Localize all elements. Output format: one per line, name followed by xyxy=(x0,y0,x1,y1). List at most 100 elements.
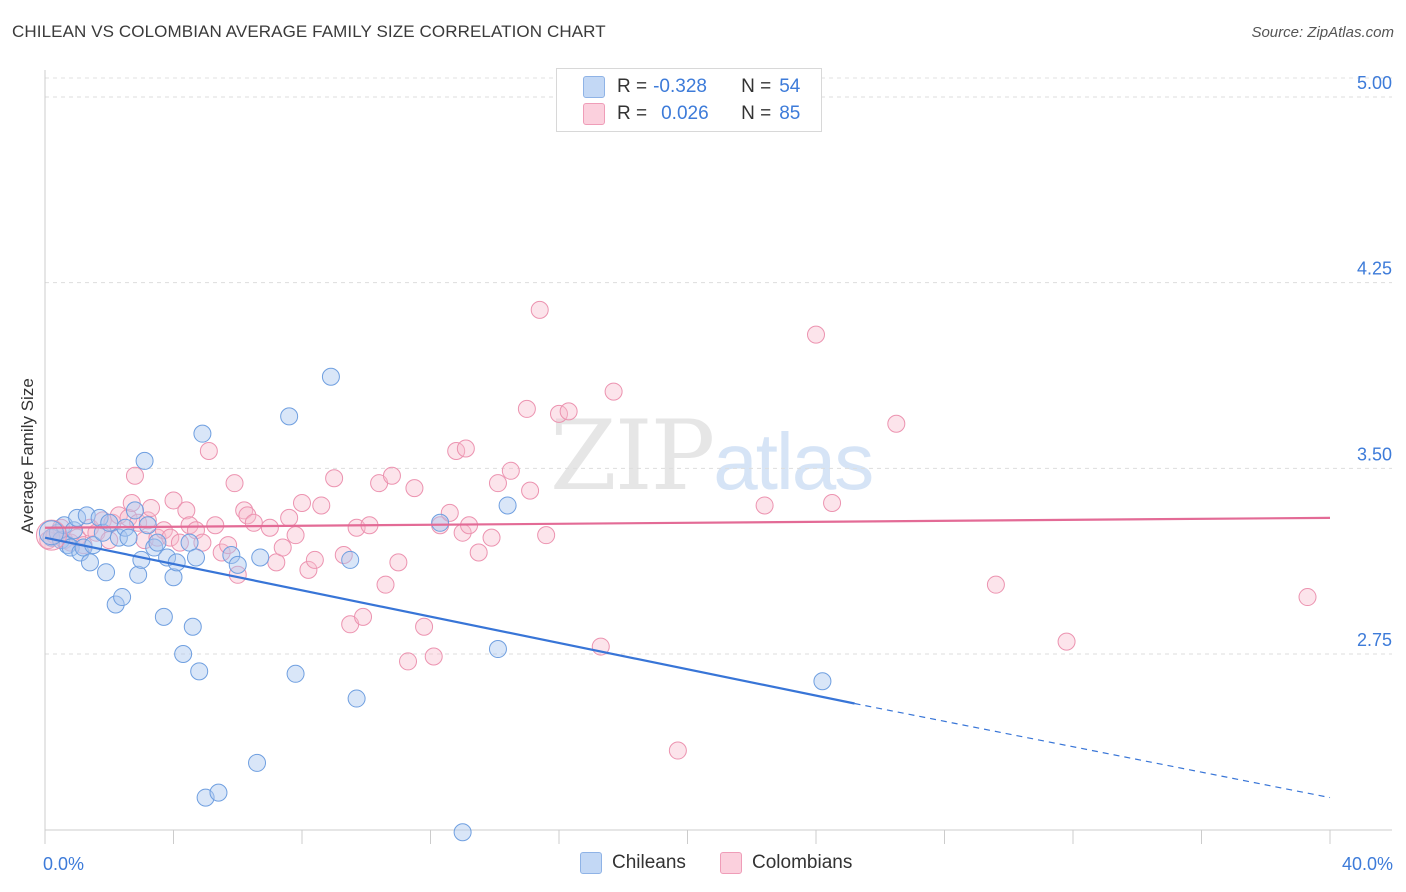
colombian-point xyxy=(199,442,218,461)
colombian-point xyxy=(517,399,536,418)
colombian-point xyxy=(469,543,488,562)
chilean-point xyxy=(113,588,132,607)
colombian-point xyxy=(823,493,842,512)
colombian-point xyxy=(415,617,434,636)
x-tick-label-min: 0.0% xyxy=(43,854,84,874)
colombian-point xyxy=(488,474,507,493)
legend-n-value: 54 xyxy=(779,76,801,97)
colombian-point xyxy=(521,481,540,500)
y-axis-label: Average Family Size xyxy=(18,378,37,534)
colombian-point xyxy=(206,516,225,535)
colombian-point xyxy=(142,498,161,517)
chilean-point xyxy=(119,528,138,547)
colombian-point xyxy=(193,533,212,552)
colombian-point xyxy=(305,550,324,569)
colombian-point xyxy=(267,553,286,572)
legend-item-chileans: Chileans xyxy=(580,852,686,874)
legend-row-chileans: R = -0.328 N = 54 xyxy=(557,74,800,100)
chilean-point xyxy=(813,672,832,691)
chilean-point xyxy=(248,753,267,772)
colombian-point xyxy=(244,513,263,532)
chilean-point xyxy=(488,640,507,659)
colombian-point xyxy=(219,536,238,555)
chilean-point xyxy=(93,523,112,542)
colombian-point xyxy=(807,325,825,344)
chilean-point xyxy=(222,545,241,564)
colombian-point xyxy=(148,528,167,547)
colombian-point xyxy=(440,503,459,522)
colombian-point xyxy=(238,506,257,525)
colombian-point xyxy=(382,466,401,485)
chilean-point xyxy=(106,595,125,614)
chileans-swatch xyxy=(583,76,605,98)
chilean-point xyxy=(129,565,148,584)
legend-item-colombians: Colombians xyxy=(720,852,852,874)
colombian-point xyxy=(170,533,189,552)
colombian-point xyxy=(1298,588,1317,607)
legend-label-chileans: Chileans xyxy=(612,852,686,873)
chilean-point xyxy=(209,783,228,802)
chilean-point xyxy=(145,538,164,557)
legend-r-label: R = xyxy=(617,103,648,124)
correlation-legend: R = -0.328 N = 54 R = 0.026 N = 85 xyxy=(556,68,822,132)
chilean-point xyxy=(80,553,99,572)
y-tick-label: 3.50 xyxy=(1357,444,1392,464)
watermark-zip: ZIP xyxy=(550,400,715,512)
chilean-point xyxy=(321,367,340,386)
chileans-swatch xyxy=(580,852,602,874)
watermark: ZIPatlas xyxy=(550,400,874,512)
y-tick-label: 5.00 xyxy=(1357,73,1392,93)
colombian-point xyxy=(399,652,418,671)
y-tick-label: 2.75 xyxy=(1357,630,1392,650)
colombian-trend-line xyxy=(44,516,1331,529)
colombian-point xyxy=(668,741,687,760)
colombian-point xyxy=(755,496,774,515)
colombian-point xyxy=(225,474,244,493)
chilean-point xyxy=(109,528,128,547)
chilean-trend-line xyxy=(44,536,855,705)
y-tick-label: 4.25 xyxy=(1357,259,1392,279)
colombian-point xyxy=(273,538,292,557)
chilean-point xyxy=(132,550,151,569)
chilean-point xyxy=(154,607,173,626)
chilean-point xyxy=(125,501,144,520)
legend-r-value: -0.328 xyxy=(653,76,707,97)
colombian-point xyxy=(164,491,183,510)
series-legend: Chileans Colombians xyxy=(0,852,1406,878)
chilean-point xyxy=(180,533,199,552)
legend-r-label: R = xyxy=(617,76,648,97)
chilean-point xyxy=(190,662,209,681)
chilean-point xyxy=(135,451,154,470)
colombian-point xyxy=(354,607,373,626)
colombian-point xyxy=(537,526,556,545)
chilean-point xyxy=(193,424,212,443)
colombian-point xyxy=(456,439,475,458)
colombian-point xyxy=(604,382,623,401)
colombian-point xyxy=(286,526,305,545)
colombian-point xyxy=(325,469,344,488)
colombians-swatch xyxy=(720,852,742,874)
chilean-point xyxy=(286,664,305,683)
colombian-point xyxy=(530,300,549,319)
colombian-point xyxy=(293,493,311,512)
colombians-swatch xyxy=(583,103,605,125)
chilean-point xyxy=(347,689,366,708)
chilean-point xyxy=(97,563,116,582)
colombian-point xyxy=(376,575,395,594)
colombian-point xyxy=(235,501,254,520)
colombian-point xyxy=(559,402,578,421)
chart-title: CHILEAN VS COLOMBIAN AVERAGE FAMILY SIZE… xyxy=(12,22,606,41)
colombian-point xyxy=(482,528,501,547)
legend-n-label: N = xyxy=(741,76,772,97)
colombian-point xyxy=(389,553,408,572)
chart-source: Source: ZipAtlas.com xyxy=(1251,24,1394,41)
chilean-point xyxy=(228,555,247,574)
chilean-point xyxy=(280,407,299,426)
legend-label-colombians: Colombians xyxy=(752,852,853,873)
chilean-point xyxy=(186,548,205,567)
chilean-point xyxy=(164,568,183,587)
chilean-point xyxy=(148,533,167,552)
colombian-point xyxy=(280,508,299,527)
legend-n-label: N = xyxy=(741,103,772,124)
colombian-point xyxy=(312,496,331,515)
